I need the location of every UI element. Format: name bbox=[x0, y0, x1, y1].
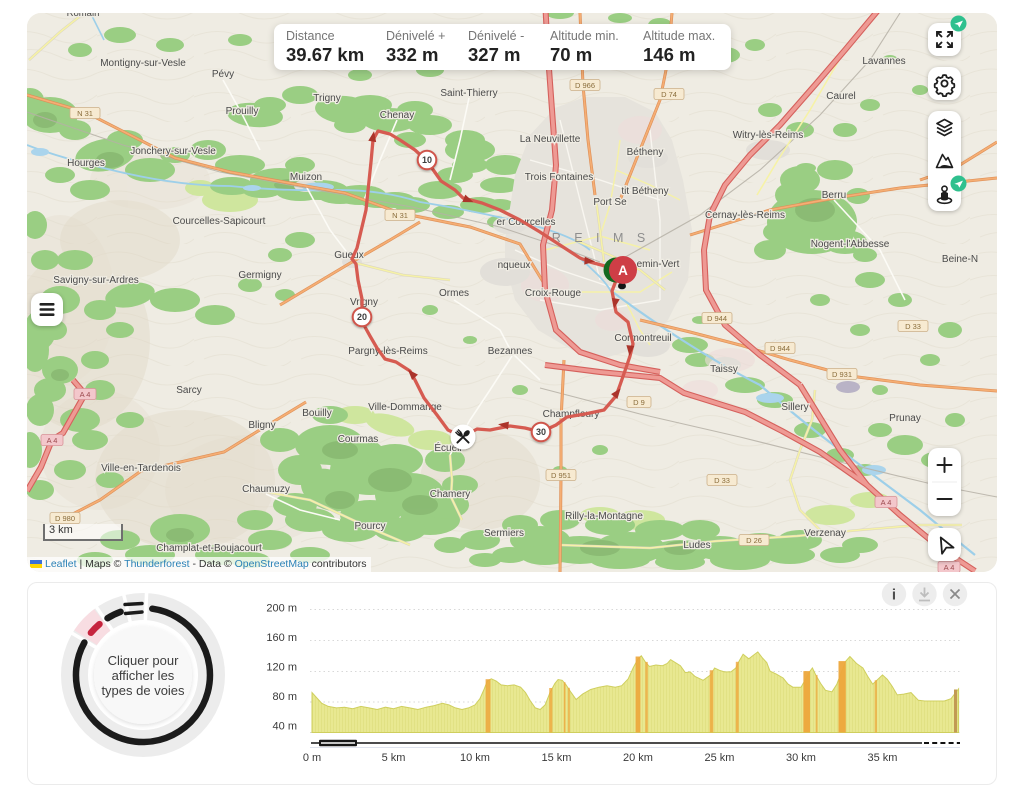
svg-text:160 m: 160 m bbox=[266, 632, 297, 644]
svg-text:D 980: D 980 bbox=[55, 514, 75, 523]
svg-text:Ludes: Ludes bbox=[683, 540, 710, 551]
svg-text:Savigny-sur-Ardres: Savigny-sur-Ardres bbox=[53, 275, 139, 286]
svg-text:Taissy: Taissy bbox=[710, 364, 738, 375]
svg-text:Rilly-la-Montagne: Rilly-la-Montagne bbox=[565, 511, 643, 522]
svg-text:120 m: 120 m bbox=[266, 662, 297, 674]
svg-text:D 944: D 944 bbox=[770, 344, 790, 353]
svg-text:35 km: 35 km bbox=[868, 752, 898, 764]
svg-text:nqueux: nqueux bbox=[498, 260, 531, 271]
svg-text:Saint-Thierry: Saint-Thierry bbox=[440, 88, 497, 99]
svg-text:30 km: 30 km bbox=[786, 752, 816, 764]
svg-text:20: 20 bbox=[357, 312, 367, 322]
svg-text:D 33: D 33 bbox=[905, 322, 921, 331]
svg-text:5 km: 5 km bbox=[382, 752, 406, 764]
svg-text:Caurel: Caurel bbox=[826, 91, 855, 102]
svg-text:Ville-en-Tardenois: Ville-en-Tardenois bbox=[101, 463, 181, 474]
svg-text:20 km: 20 km bbox=[623, 752, 653, 764]
svg-text:D 944: D 944 bbox=[707, 314, 727, 323]
svg-text:Cernay-lès-Reims: Cernay-lès-Reims bbox=[705, 210, 785, 221]
svg-text:Germigny: Germigny bbox=[238, 270, 281, 281]
svg-text:Sarcy: Sarcy bbox=[176, 385, 202, 396]
svg-text:A 4: A 4 bbox=[944, 563, 955, 572]
svg-text:Champfleury: Champfleury bbox=[543, 409, 600, 420]
svg-text:Witry-lès-Reims: Witry-lès-Reims bbox=[733, 130, 804, 141]
svg-text:Bouilly: Bouilly bbox=[302, 408, 331, 419]
svg-text:Lavannes: Lavannes bbox=[862, 56, 905, 67]
svg-text:Hourges: Hourges bbox=[67, 158, 105, 169]
svg-text:Pargny-lès-Reims: Pargny-lès-Reims bbox=[348, 346, 427, 357]
svg-text:A 4: A 4 bbox=[47, 436, 58, 445]
svg-text:Cormontreuil: Cormontreuil bbox=[614, 333, 671, 344]
svg-text:D 9: D 9 bbox=[633, 398, 645, 407]
svg-text:Sillery: Sillery bbox=[781, 402, 808, 413]
svg-text:Chamery: Chamery bbox=[430, 489, 471, 500]
svg-text:Prunay: Prunay bbox=[889, 413, 921, 424]
svg-text:Chaumuzy: Chaumuzy bbox=[242, 484, 290, 495]
svg-text:Beine-N: Beine-N bbox=[942, 254, 978, 265]
svg-text:Champlat-et-Boujacourt: Champlat-et-Boujacourt bbox=[156, 543, 262, 554]
svg-text:Muizon: Muizon bbox=[290, 172, 322, 183]
svg-text:i: i bbox=[892, 587, 896, 604]
svg-text:R E I M S: R E I M S bbox=[552, 231, 650, 245]
svg-text:D 74: D 74 bbox=[661, 90, 677, 99]
svg-text:Pévy: Pévy bbox=[212, 69, 234, 80]
svg-text:Prouilly: Prouilly bbox=[226, 106, 259, 117]
svg-text:A: A bbox=[618, 263, 628, 278]
svg-text:emin-Vert: emin-Vert bbox=[637, 259, 680, 270]
svg-text:Port Se: Port Se bbox=[593, 197, 627, 208]
svg-text:80 m: 80 m bbox=[273, 691, 297, 703]
svg-text:Nogent-l'Abbesse: Nogent-l'Abbesse bbox=[811, 239, 890, 250]
svg-text:Sermiers: Sermiers bbox=[484, 528, 524, 539]
svg-text:afficher les: afficher les bbox=[112, 668, 175, 683]
svg-text:Chenay: Chenay bbox=[380, 110, 414, 121]
svg-text:Pourcy: Pourcy bbox=[354, 521, 385, 532]
svg-text:0 m: 0 m bbox=[303, 752, 321, 764]
svg-text:Courmas: Courmas bbox=[338, 434, 379, 445]
svg-text:Bligny: Bligny bbox=[248, 420, 275, 431]
svg-text:10 km: 10 km bbox=[460, 752, 490, 764]
svg-text:Gueux: Gueux bbox=[334, 250, 363, 261]
svg-text:Courcelles-Sapicourt: Courcelles-Sapicourt bbox=[173, 216, 266, 227]
svg-text:200 m: 200 m bbox=[266, 603, 297, 615]
svg-text:Cliquer pour: Cliquer pour bbox=[108, 653, 179, 668]
svg-text:D 966: D 966 bbox=[575, 81, 595, 90]
svg-text:tit Bétheny: tit Bétheny bbox=[621, 186, 668, 197]
svg-text:Jonchery-sur-Vesle: Jonchery-sur-Vesle bbox=[130, 146, 216, 157]
svg-text:types de voies: types de voies bbox=[101, 683, 185, 698]
svg-text:30: 30 bbox=[536, 427, 546, 437]
svg-text:Berru: Berru bbox=[822, 190, 846, 201]
svg-text:Ormes: Ormes bbox=[439, 288, 469, 299]
svg-text:Vrigny: Vrigny bbox=[350, 297, 378, 308]
svg-text:10: 10 bbox=[422, 155, 432, 165]
svg-text:Trigny: Trigny bbox=[313, 93, 340, 104]
svg-text:Bezannes: Bezannes bbox=[488, 346, 532, 357]
svg-text:A 4: A 4 bbox=[80, 390, 91, 399]
svg-text:N 31: N 31 bbox=[77, 109, 93, 118]
svg-text:Ville-Dommange: Ville-Dommange bbox=[368, 402, 442, 413]
svg-text:25 km: 25 km bbox=[705, 752, 735, 764]
svg-text:N 31: N 31 bbox=[392, 211, 408, 220]
svg-text:Montigny-sur-Vesle: Montigny-sur-Vesle bbox=[100, 58, 186, 69]
svg-text:D 931: D 931 bbox=[832, 370, 852, 379]
svg-text:15 km: 15 km bbox=[542, 752, 572, 764]
svg-text:A 4: A 4 bbox=[881, 498, 892, 507]
svg-text:40 m: 40 m bbox=[273, 721, 297, 733]
svg-text:La Neuvillette: La Neuvillette bbox=[520, 134, 581, 145]
svg-text:Trois Fontaines: Trois Fontaines bbox=[525, 172, 594, 183]
svg-text:Romain: Romain bbox=[67, 13, 100, 19]
svg-text:D 26: D 26 bbox=[746, 536, 762, 545]
svg-text:D 33: D 33 bbox=[714, 476, 730, 485]
svg-text:Verzenay: Verzenay bbox=[804, 528, 846, 539]
svg-text:Bétheny: Bétheny bbox=[627, 147, 664, 158]
svg-text:Croix-Rouge: Croix-Rouge bbox=[525, 288, 582, 299]
svg-text:D 951: D 951 bbox=[551, 471, 571, 480]
